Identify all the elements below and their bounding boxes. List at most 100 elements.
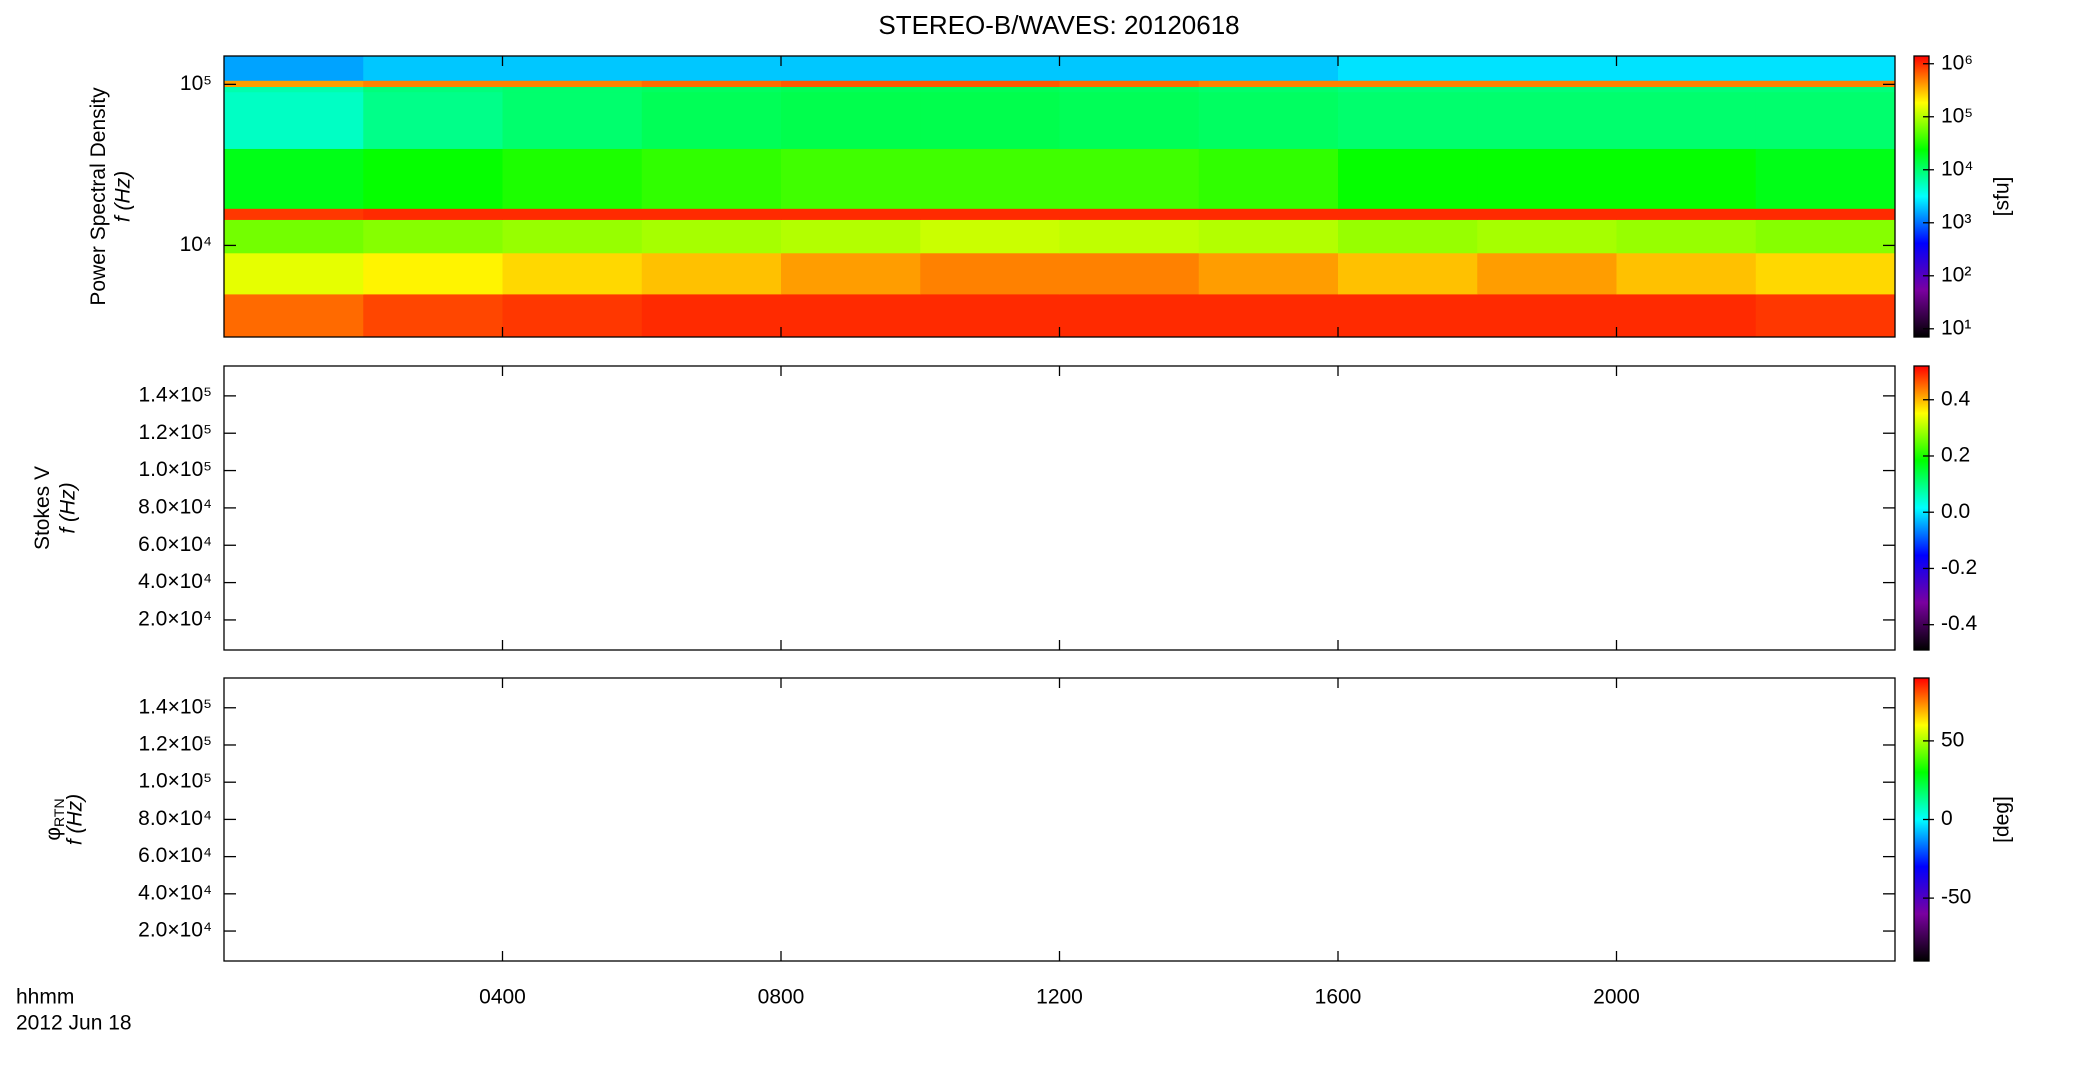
heatmap-cell — [1198, 80, 1339, 87]
y-tick-label: 6.0×10⁴ — [138, 533, 212, 556]
plot-frame — [223, 677, 1896, 962]
heatmap-cell — [224, 91, 364, 149]
heatmap-cell — [1338, 293, 1478, 338]
y-tick-label: 4.0×10⁴ — [138, 570, 212, 593]
heatmap-cell — [1198, 86, 1339, 93]
heatmap-cell — [781, 148, 921, 209]
heatmap-cell — [502, 252, 643, 295]
colorbar-tick-label: 10² — [1941, 263, 1971, 286]
heatmap-cell — [920, 293, 1060, 338]
colorbar-label: [sfu] — [1991, 177, 2014, 217]
heatmap-cell — [1616, 56, 1757, 81]
heatmap-cell — [1477, 91, 1617, 149]
heatmap-cell — [1616, 219, 1757, 254]
heatmap-cell — [1059, 208, 1200, 220]
y-tick-label: 1.2×10⁵ — [138, 733, 212, 756]
heatmap-cell — [1059, 219, 1200, 254]
heatmap-cell — [641, 208, 782, 220]
y-tick-label: 2.0×10⁴ — [138, 607, 212, 630]
y-tick-label: 1.4×10⁵ — [138, 383, 212, 406]
heatmap-cell — [502, 86, 643, 93]
heatmap-cell — [1477, 86, 1617, 93]
heatmap-cell — [1198, 208, 1339, 220]
heatmap-cell — [1755, 80, 1896, 87]
heatmap-cell — [1477, 80, 1617, 87]
y-tick-label: 1.0×10⁵ — [138, 770, 212, 793]
heatmap-cell — [1338, 252, 1478, 295]
heatmap-cell — [1198, 148, 1339, 209]
colorbar-tick-label: 0.2 — [1941, 444, 1970, 467]
y-tick-label: 1.4×10⁵ — [138, 695, 212, 718]
heatmap-cell — [363, 80, 503, 87]
heatmap-cell — [502, 148, 643, 209]
date-label: 2012 Jun 18 — [16, 1012, 132, 1035]
heatmap-cell — [1338, 208, 1478, 220]
y-axis-label: φRTN — [42, 798, 67, 840]
heatmap-cell — [224, 219, 364, 254]
colorbar-tick-label: -0.4 — [1941, 612, 1978, 635]
colorbar-tick-label: 0.4 — [1941, 387, 1971, 410]
x-tick-label: 0400 — [479, 986, 526, 1009]
heatmap-cell — [920, 56, 1060, 81]
colorbar-tick-label: 10³ — [1941, 210, 1971, 233]
heatmap-cell — [363, 252, 503, 295]
heatmap-cell — [1338, 219, 1478, 254]
heatmap-cell — [1338, 80, 1478, 87]
heatmap-cell — [1198, 91, 1339, 149]
heatmap-cell — [1059, 91, 1200, 149]
heatmap-cell — [1616, 91, 1757, 149]
heatmap-cell — [1338, 86, 1478, 93]
heatmap-cell — [224, 208, 364, 220]
heatmap-cell — [781, 56, 921, 81]
y-axis-label: f (Hz) — [57, 482, 80, 533]
heatmap-cell — [641, 86, 782, 93]
heatmap-cell — [224, 86, 364, 93]
heatmap-cell — [1198, 252, 1339, 295]
colorbar — [1913, 55, 1930, 338]
colorbar-tick-label: 10⁵ — [1941, 104, 1973, 127]
heatmap-cell — [920, 252, 1060, 295]
y-tick-label: 6.0×10⁴ — [138, 844, 212, 867]
heatmap-cell — [502, 293, 643, 338]
plot-frame — [223, 365, 1896, 651]
heatmap-cell — [1059, 80, 1200, 87]
y-tick-label: 1.2×10⁵ — [138, 421, 212, 444]
heatmap-cell — [1059, 86, 1200, 93]
x-tick-label: 1200 — [1036, 986, 1083, 1009]
heatmap-cell — [1059, 252, 1200, 295]
heatmap-cell — [920, 86, 1060, 93]
heatmap-cell — [1198, 293, 1339, 338]
colorbar-label: [deg] — [1991, 796, 2014, 843]
heatmap-cell — [920, 219, 1060, 254]
heatmap-cell — [920, 91, 1060, 149]
heatmap-cell — [1755, 252, 1896, 295]
heatmap-cell — [1616, 293, 1757, 338]
x-tick-label: 2000 — [1593, 986, 1640, 1009]
heatmap-cell — [1477, 56, 1617, 81]
y-tick-label: 10⁵ — [180, 72, 212, 95]
y-axis-label: f (Hz) — [64, 794, 87, 845]
colorbar-tick-label: -0.2 — [1941, 556, 1977, 579]
heatmap-cell — [224, 56, 364, 81]
heatmap-cell — [1616, 86, 1757, 93]
chart-title: STEREO-B/WAVES: 20120618 — [878, 10, 1239, 40]
colorbar — [1913, 365, 1930, 651]
heatmap-cell — [1477, 293, 1617, 338]
y-tick-label: 2.0×10⁴ — [138, 919, 212, 942]
heatmap-cell — [920, 148, 1060, 209]
heatmap-cell — [1477, 219, 1617, 254]
colorbar-tick-label: 10⁴ — [1941, 157, 1973, 180]
colorbar-tick-label: 10¹ — [1941, 316, 1971, 339]
heatmap-cell — [1059, 56, 1200, 81]
colorbar-tick-label: -50 — [1941, 886, 1971, 909]
heatmap-cell — [363, 208, 503, 220]
heatmap-cell — [502, 208, 643, 220]
heatmap-cell — [1338, 148, 1478, 209]
heatmap-cell — [1338, 56, 1478, 81]
heatmap-cell — [1755, 91, 1896, 149]
y-tick-label: 8.0×10⁴ — [138, 495, 212, 518]
heatmap-cell — [641, 293, 782, 338]
colorbar-tick-label: 0 — [1941, 807, 1953, 830]
heatmap-cell — [920, 80, 1060, 87]
